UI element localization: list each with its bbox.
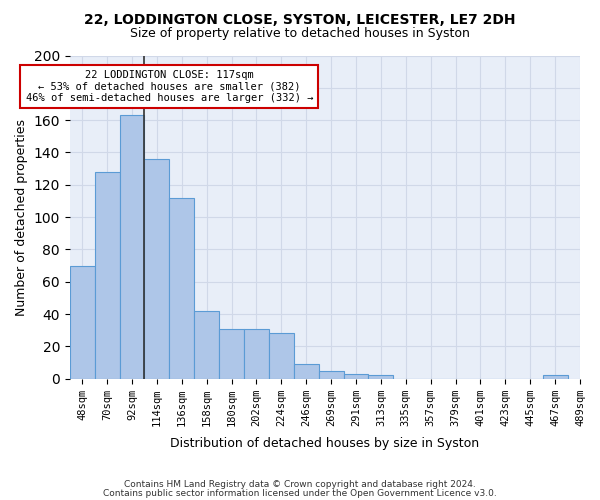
Bar (269, 334, 294, 378)
Bar (95, 172, 119, 378)
Bar (368, 376, 394, 378)
Bar (542, 376, 568, 378)
Bar (219, 328, 244, 378)
Bar (194, 311, 219, 378)
Text: Size of property relative to detached houses in Syston: Size of property relative to detached ho… (130, 28, 470, 40)
Text: 22, LODDINGTON CLOSE, SYSTON, LEICESTER, LE7 2DH: 22, LODDINGTON CLOSE, SYSTON, LEICESTER,… (84, 12, 516, 26)
X-axis label: Distribution of detached houses by size in Syston: Distribution of detached houses by size … (170, 437, 479, 450)
Bar (294, 364, 319, 378)
Text: 22 LODDINGTON CLOSE: 117sqm
← 53% of detached houses are smaller (382)
46% of se: 22 LODDINGTON CLOSE: 117sqm ← 53% of det… (26, 70, 313, 103)
Bar (244, 328, 269, 378)
Text: Contains HM Land Registry data © Crown copyright and database right 2024.: Contains HM Land Registry data © Crown c… (124, 480, 476, 489)
Bar (319, 370, 344, 378)
Bar (145, 159, 169, 378)
Bar (70, 266, 95, 378)
Text: Contains public sector information licensed under the Open Government Licence v3: Contains public sector information licen… (103, 488, 497, 498)
Bar (169, 198, 194, 378)
Y-axis label: Number of detached properties: Number of detached properties (15, 118, 28, 316)
Bar (344, 374, 368, 378)
Bar (119, 116, 145, 378)
